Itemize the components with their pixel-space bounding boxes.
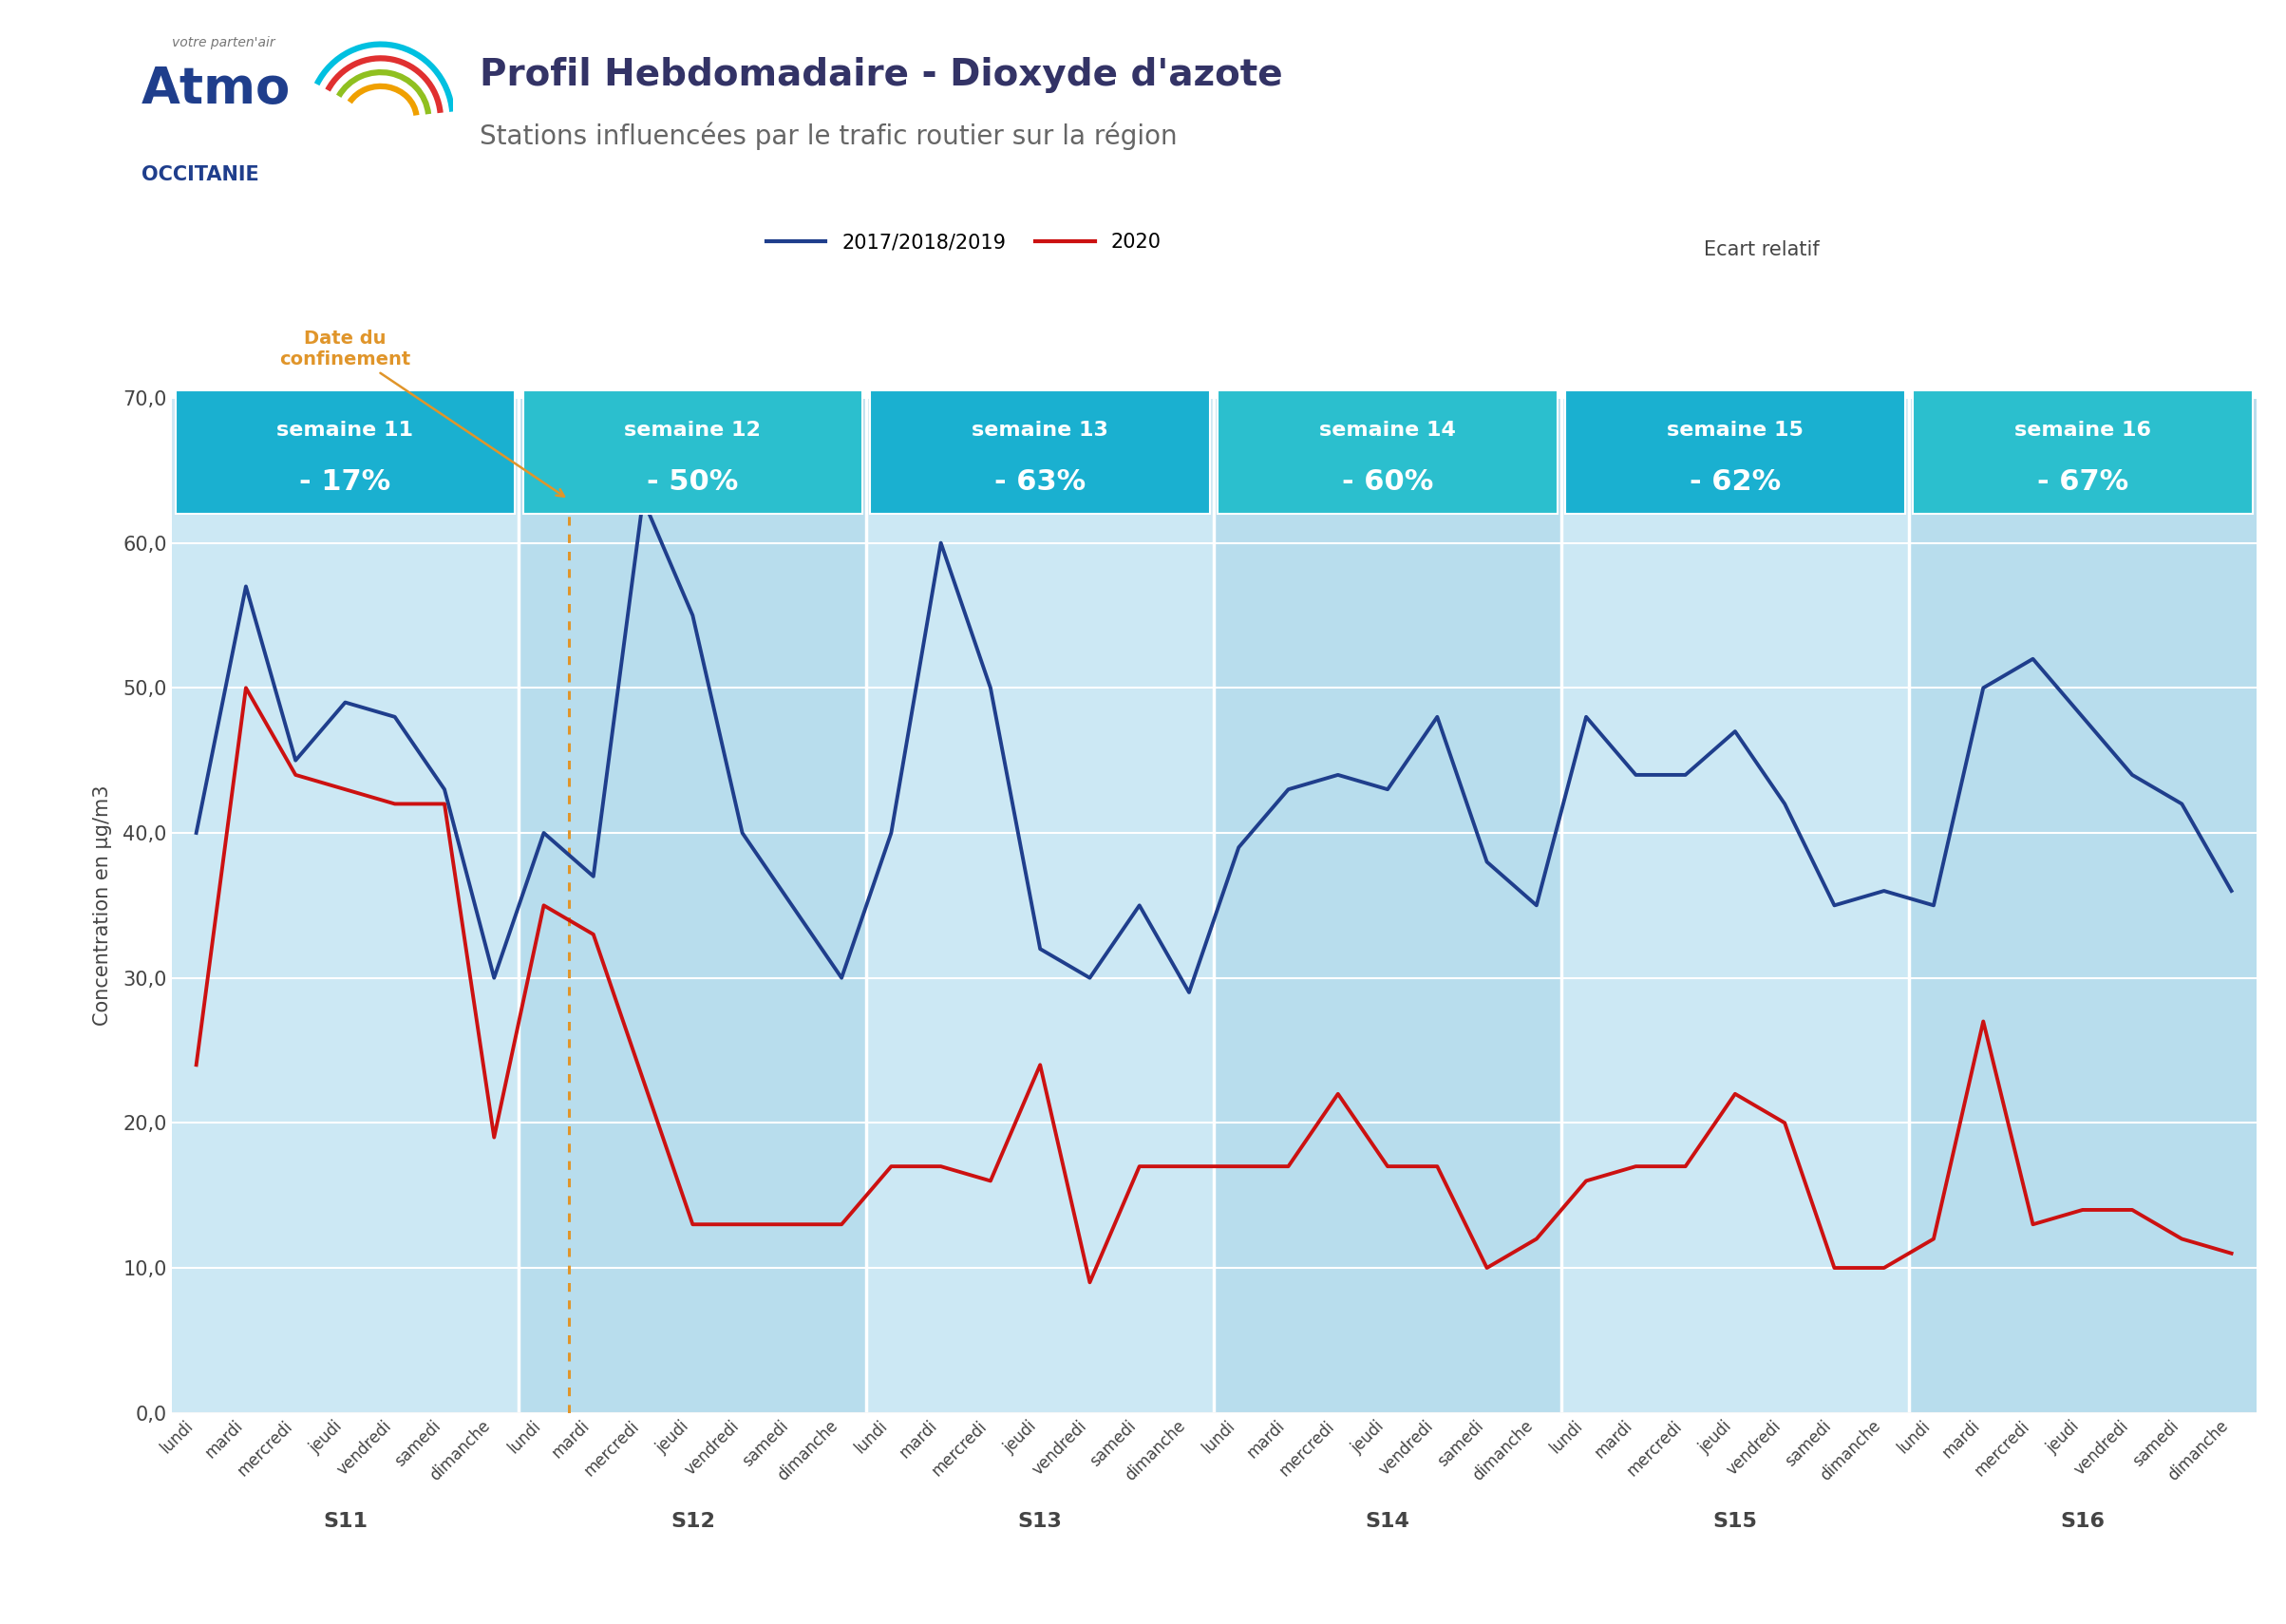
Text: semaine 12: semaine 12 xyxy=(624,421,761,438)
Text: semaine 13: semaine 13 xyxy=(972,421,1109,438)
Text: - 17%: - 17% xyxy=(299,468,391,495)
FancyBboxPatch shape xyxy=(523,391,862,513)
Legend: 2017/2018/2019, 2020: 2017/2018/2019, 2020 xyxy=(759,226,1168,260)
FancyBboxPatch shape xyxy=(1218,391,1557,513)
Text: Atmo: Atmo xyxy=(142,65,290,114)
Text: - 50%: - 50% xyxy=(647,468,738,495)
Bar xyxy=(1561,398,1909,1413)
Text: semaine 11: semaine 11 xyxy=(277,421,414,438)
Text: Date du
confinement: Date du confinement xyxy=(279,330,565,497)
Bar xyxy=(866,398,1214,1413)
Text: Ecart relatif: Ecart relatif xyxy=(1703,240,1820,260)
Text: Profil Hebdomadaire - Dioxyde d'azote: Profil Hebdomadaire - Dioxyde d'azote xyxy=(480,57,1282,93)
Text: Stations influencées par le trafic routier sur la région: Stations influencées par le trafic routi… xyxy=(480,122,1177,149)
FancyBboxPatch shape xyxy=(1913,391,2252,513)
Bar xyxy=(1214,398,1561,1413)
Text: semaine 16: semaine 16 xyxy=(2014,421,2151,438)
Text: - 60%: - 60% xyxy=(1342,468,1433,495)
Y-axis label: Concentration en μg/m3: Concentration en μg/m3 xyxy=(94,784,112,1026)
Bar xyxy=(1909,398,2256,1413)
FancyBboxPatch shape xyxy=(871,391,1209,513)
Text: - 62%: - 62% xyxy=(1689,468,1781,495)
FancyBboxPatch shape xyxy=(1566,391,1904,513)
Text: - 63%: - 63% xyxy=(994,468,1086,495)
Bar xyxy=(171,398,519,1413)
Text: semaine 15: semaine 15 xyxy=(1666,421,1804,438)
Text: semaine 14: semaine 14 xyxy=(1319,421,1456,438)
Text: - 67%: - 67% xyxy=(2037,468,2128,495)
Text: OCCITANIE: OCCITANIE xyxy=(142,166,258,185)
FancyBboxPatch shape xyxy=(176,391,514,513)
Text: votre parten'air: votre parten'air xyxy=(171,36,274,49)
Bar xyxy=(519,398,866,1413)
